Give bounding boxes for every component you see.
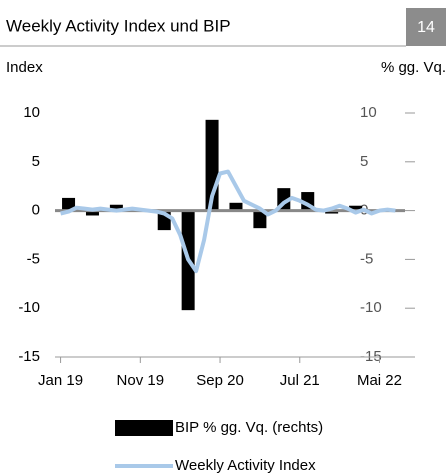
line: [60, 169, 396, 274]
bar: [229, 202, 243, 211]
y-axis-label: Index: [6, 59, 43, 76]
legend-label: Weekly Activity Index: [175, 457, 316, 474]
y-tick-label: -5: [27, 250, 40, 267]
y2-tick-label: -5: [360, 250, 373, 267]
chart-title: Weekly Activity Index und BIP: [6, 16, 231, 35]
legend-label: BIP % gg. Vq. (rechts): [175, 419, 323, 436]
x-tick-label: Jan 19: [38, 372, 83, 389]
y2-tick-label: 10: [360, 104, 377, 121]
x-tick-label: Nov 19: [117, 372, 165, 389]
bar: [62, 197, 76, 211]
y-tick-label: 0: [32, 202, 40, 219]
page-number: 14: [417, 19, 435, 36]
y2-axis-label: % gg. Vq.: [381, 59, 446, 76]
bar: [349, 205, 363, 211]
bar: [85, 210, 99, 216]
x-tick-label: Sep 20: [196, 372, 244, 389]
y-tick-label: 10: [23, 104, 40, 121]
legend-swatch: [115, 420, 173, 436]
y-tick-label: -15: [18, 348, 40, 365]
bar: [109, 204, 123, 211]
page-number-box: [406, 8, 446, 46]
bar: [253, 210, 267, 229]
x-tick-label: Jul 21: [280, 372, 320, 389]
y2-tick-label: -15: [360, 348, 382, 365]
y-tick-label: -10: [18, 299, 40, 316]
x-tick-label: Mai 22: [357, 372, 402, 389]
y2-tick-label: 5: [360, 153, 368, 170]
y2-tick-label: -10: [360, 299, 382, 316]
y-tick-label: 5: [32, 153, 40, 170]
